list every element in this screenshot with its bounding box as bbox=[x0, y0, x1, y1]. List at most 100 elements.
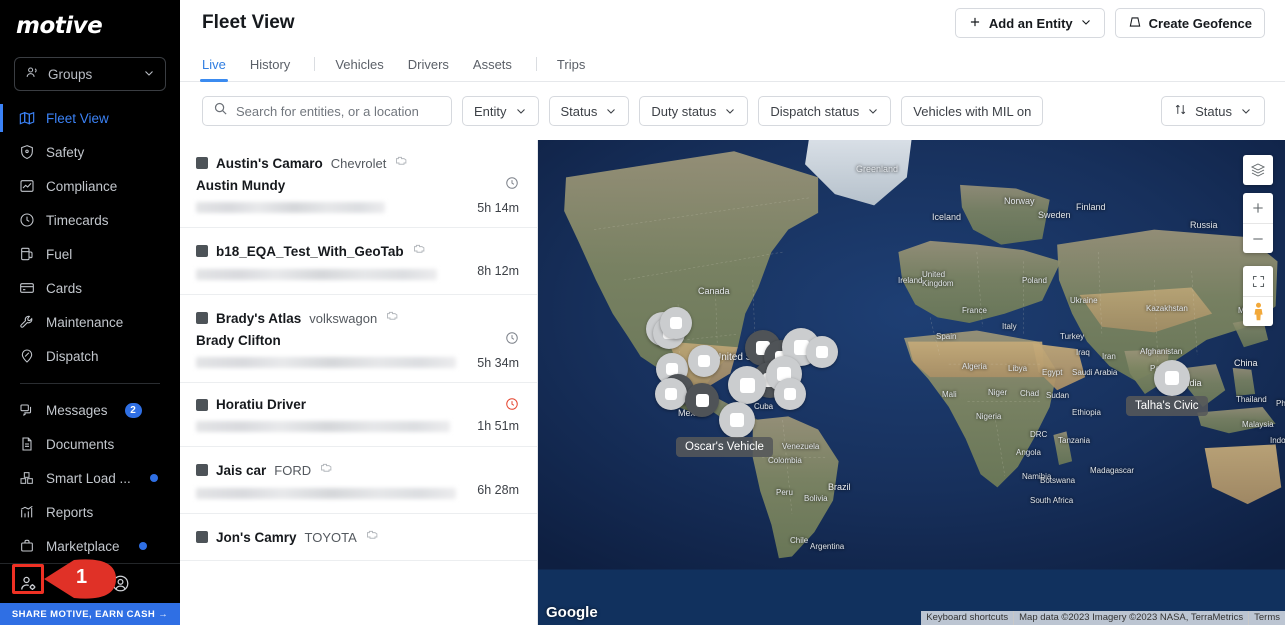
clock-icon bbox=[18, 212, 35, 229]
plus-icon bbox=[968, 15, 982, 32]
map-view-control[interactable] bbox=[1243, 266, 1273, 326]
sidebar-item-documents[interactable]: Documents bbox=[0, 427, 180, 461]
brand-logo[interactable]: motive bbox=[0, 0, 180, 47]
map-label-talhas-civic[interactable]: Talha's Civic bbox=[1126, 396, 1208, 416]
entity-make: Chevrolet bbox=[330, 155, 387, 171]
list-item[interactable]: Brady's Atlas volkswagon Brady Clifton bbox=[180, 295, 537, 383]
sidebar-item-timecards[interactable]: Timecards bbox=[0, 203, 180, 237]
sidebar-item-messages[interactable]: Messages 2 bbox=[0, 393, 180, 427]
map-marker[interactable] bbox=[806, 336, 838, 368]
sidebar-item-marketplace[interactable]: Marketplace bbox=[0, 529, 180, 563]
search-box[interactable] bbox=[202, 96, 452, 126]
map-marker[interactable] bbox=[685, 383, 719, 417]
top-bar: Fleet View Add an Entity Create Geofence bbox=[180, 0, 1285, 46]
sidebar-item-compliance[interactable]: Compliance bbox=[0, 169, 180, 203]
chevron-down-icon bbox=[726, 109, 735, 114]
entity-duration: 5h 14m bbox=[477, 201, 519, 215]
create-geofence-button[interactable]: Create Geofence bbox=[1114, 8, 1265, 38]
sidebar-item-safety[interactable]: Safety bbox=[0, 135, 180, 169]
sidebar-item-smart-load[interactable]: Smart Load ... bbox=[0, 461, 180, 495]
sidebar-item-fleet-view[interactable]: Fleet View bbox=[0, 101, 180, 135]
status-square bbox=[196, 464, 208, 476]
map-marker[interactable] bbox=[688, 345, 720, 377]
map-markers bbox=[538, 140, 1285, 625]
sort-button[interactable]: Status bbox=[1161, 96, 1265, 126]
map-layers-control[interactable] bbox=[1243, 155, 1273, 185]
filter-status[interactable]: Status bbox=[548, 96, 630, 126]
filter-entity[interactable]: Entity bbox=[462, 96, 539, 126]
tab-divider bbox=[314, 57, 316, 71]
layers-icon[interactable] bbox=[1243, 155, 1273, 185]
zoom-out-icon[interactable] bbox=[1243, 223, 1273, 253]
filter-entity-label: Entity bbox=[474, 103, 507, 119]
filter-vehicles-with-mil-on[interactable]: Vehicles with MIL on bbox=[901, 96, 1044, 126]
list-item[interactable]: b18_EQA_Test_With_GeoTab 8h 12m bbox=[180, 228, 537, 295]
chevron-down-icon bbox=[1242, 109, 1250, 114]
tab-vehicles[interactable]: Vehicles bbox=[335, 57, 384, 72]
sidebar-item-label: Marketplace bbox=[46, 538, 120, 554]
sidebar-item-maintenance[interactable]: Maintenance bbox=[0, 305, 180, 339]
map-marker[interactable] bbox=[728, 366, 766, 404]
add-an-entity-button[interactable]: Add an Entity bbox=[954, 8, 1105, 38]
zoom-in-icon[interactable] bbox=[1243, 193, 1273, 223]
list-item[interactable]: Austin's Camaro Chevrolet Austin Mundy bbox=[180, 140, 537, 228]
search-icon bbox=[213, 101, 228, 121]
sidebar-item-dispatch[interactable]: Dispatch bbox=[0, 339, 180, 373]
groups-selector[interactable]: Groups bbox=[14, 57, 166, 91]
nav-divider bbox=[20, 383, 160, 384]
content-row: Austin's Camaro Chevrolet Austin Mundy bbox=[180, 140, 1285, 625]
entity-address-redacted bbox=[196, 421, 450, 432]
map-marker[interactable] bbox=[774, 378, 806, 410]
filter-dispatch-status[interactable]: Dispatch status bbox=[758, 96, 892, 126]
map-zoom-control[interactable] bbox=[1243, 193, 1273, 253]
fullscreen-icon[interactable] bbox=[1243, 266, 1273, 296]
share-motive-banner[interactable]: SHARE MOTIVE, EARN CASH → bbox=[0, 603, 180, 625]
search-input[interactable] bbox=[236, 103, 441, 119]
account-icon[interactable] bbox=[110, 574, 130, 594]
list-item[interactable]: Jon's Camry TOYOTA bbox=[180, 514, 537, 561]
tab-assets[interactable]: Assets bbox=[472, 57, 512, 72]
dispatch-icon bbox=[18, 348, 35, 365]
tab-live[interactable]: Live bbox=[200, 57, 228, 82]
map-marker[interactable] bbox=[660, 307, 692, 339]
map-marker[interactable] bbox=[719, 402, 755, 438]
list-item[interactable]: Horatiu Driver 1h 51m bbox=[180, 383, 537, 447]
sidebar-item-cards[interactable]: Cards bbox=[0, 271, 180, 305]
document-icon bbox=[18, 436, 35, 453]
keyboard-shortcuts-link[interactable]: Keyboard shortcuts bbox=[926, 612, 1009, 623]
sidebar: motive Groups Fleet View bbox=[0, 0, 180, 625]
map-marker[interactable] bbox=[1154, 360, 1190, 396]
chevron-down-icon bbox=[869, 109, 878, 114]
terms-link[interactable]: Terms bbox=[1248, 611, 1285, 625]
filter-dispatch-status-label: Dispatch status bbox=[770, 103, 860, 119]
pegman-icon[interactable] bbox=[1243, 296, 1273, 326]
list-scrollbar[interactable] bbox=[533, 140, 537, 625]
sidebar-item-fuel[interactable]: Fuel bbox=[0, 237, 180, 271]
sidebar-item-reports[interactable]: Reports bbox=[0, 495, 180, 529]
list-item[interactable]: Jais car FORD 6h 28m bbox=[180, 447, 537, 514]
admin-settings-icon[interactable] bbox=[18, 574, 38, 594]
entity-address-redacted bbox=[196, 202, 385, 213]
card-icon bbox=[18, 280, 35, 297]
geofence-icon bbox=[1128, 15, 1142, 32]
bell-icon[interactable] bbox=[64, 574, 84, 594]
map-label-oscars-vehicle[interactable]: Oscar's Vehicle bbox=[676, 437, 773, 457]
map-icon bbox=[18, 110, 35, 127]
entity-name: Jon's Camry bbox=[216, 529, 297, 545]
entity-name: b18_EQA_Test_With_GeoTab bbox=[216, 243, 404, 259]
main-content: Fleet View Add an Entity Create Geofence… bbox=[180, 0, 1285, 625]
sidebar-item-label: Fleet View bbox=[46, 110, 109, 126]
sidebar-item-label: Timecards bbox=[46, 212, 109, 228]
engine-icon bbox=[365, 528, 380, 546]
map-attribution: Keyboard shortcuts Map data ©2023 Imager… bbox=[921, 611, 1285, 625]
map-marker[interactable] bbox=[655, 378, 687, 410]
map-canvas[interactable]: Greenland Iceland Norway Sweden Finland … bbox=[538, 140, 1285, 625]
tab-trips[interactable]: Trips bbox=[556, 57, 586, 72]
tab-history[interactable]: History bbox=[249, 57, 291, 72]
shield-icon bbox=[18, 144, 35, 161]
tab-drivers[interactable]: Drivers bbox=[407, 57, 449, 72]
filter-duty-status[interactable]: Duty status bbox=[639, 96, 749, 126]
sidebar-item-label: Cards bbox=[46, 280, 83, 296]
entity-list[interactable]: Austin's Camaro Chevrolet Austin Mundy bbox=[180, 140, 538, 625]
smartload-icon bbox=[18, 470, 35, 487]
